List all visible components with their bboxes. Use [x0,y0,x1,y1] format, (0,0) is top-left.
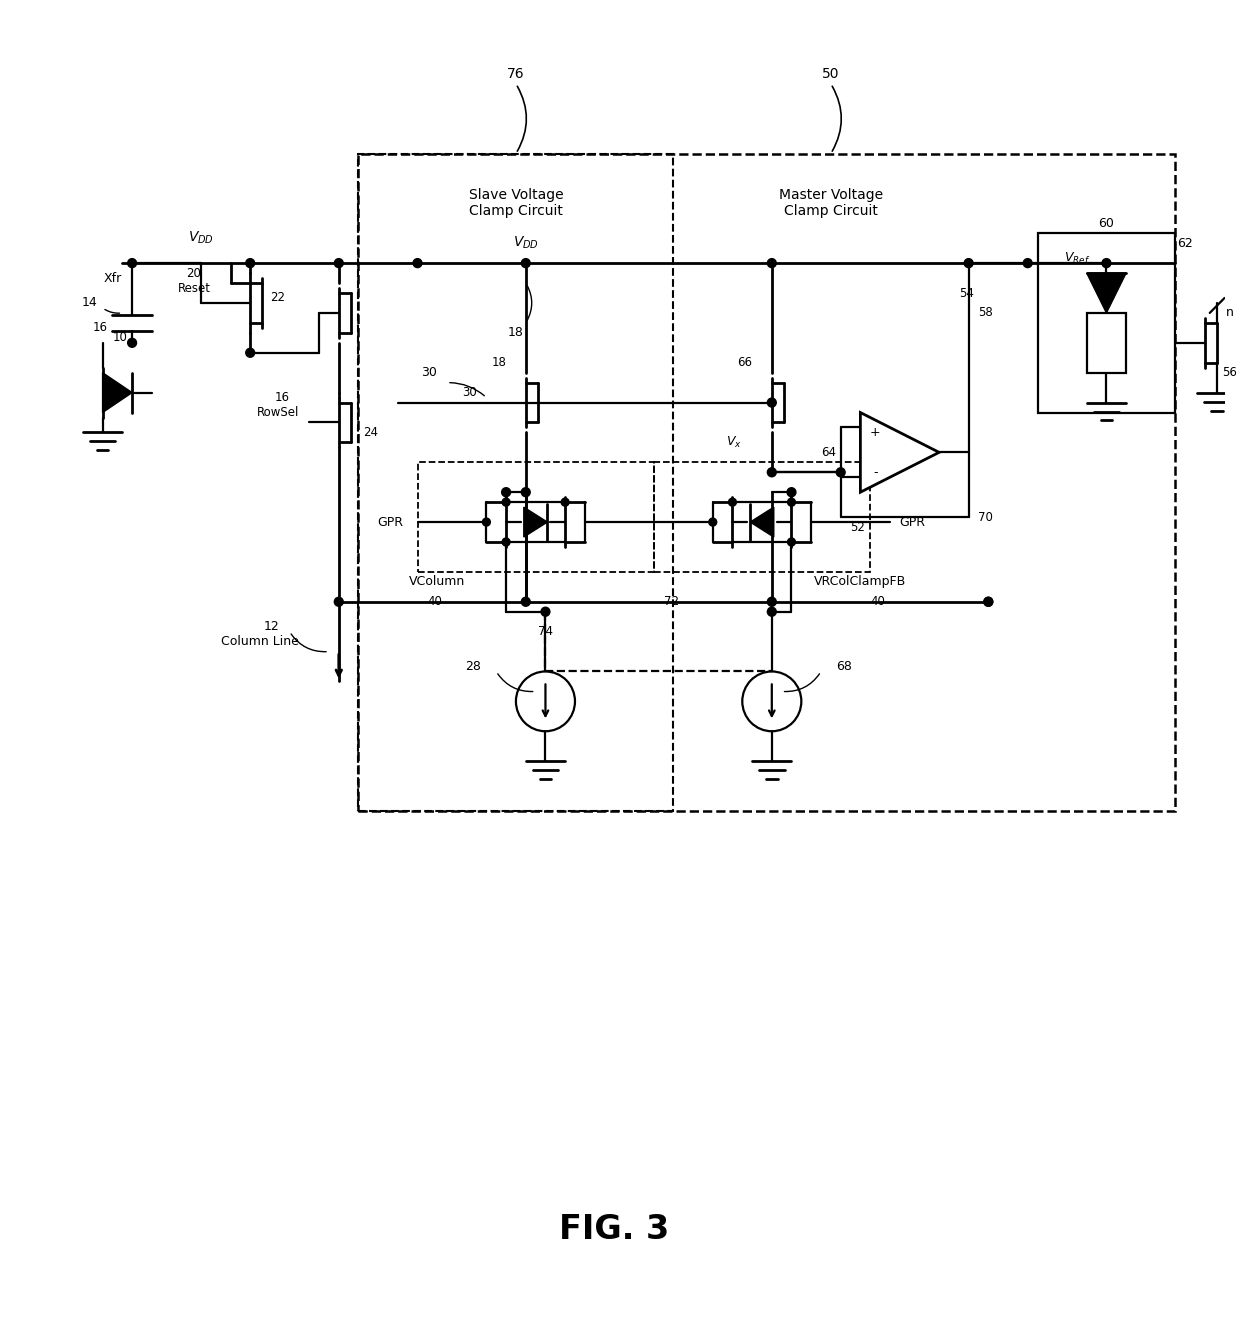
Text: 58: 58 [978,307,993,320]
Text: 10: 10 [113,332,128,344]
Polygon shape [750,507,774,537]
Text: GPR: GPR [377,516,403,529]
Polygon shape [103,373,133,412]
Polygon shape [523,507,547,537]
Text: 74: 74 [538,625,553,639]
Bar [358,153,1176,810]
Text: n: n [1225,307,1234,320]
Circle shape [562,499,569,507]
Circle shape [768,468,776,477]
Circle shape [787,488,796,497]
Text: 18: 18 [491,356,506,369]
Text: $V_{DD}$: $V_{DD}$ [188,231,215,247]
Text: 76: 76 [507,67,525,81]
Text: 70: 70 [978,511,993,524]
Circle shape [768,608,776,616]
Text: Xfr: Xfr [104,272,123,284]
Circle shape [729,499,737,507]
Text: 18: 18 [508,327,523,340]
Circle shape [246,259,254,268]
Text: 28: 28 [465,660,481,673]
Bar [1038,233,1176,412]
Text: 62: 62 [1177,237,1193,249]
Bar [653,463,870,572]
Text: VRColClampFB: VRColClampFB [815,576,906,588]
Circle shape [1023,259,1032,268]
Text: +: + [869,427,880,439]
Bar [418,463,653,572]
Circle shape [128,259,136,268]
Text: Slave Voltage
Clamp Circuit: Slave Voltage Clamp Circuit [469,188,563,219]
Circle shape [335,597,343,607]
Circle shape [502,488,511,497]
Text: $V_x$: $V_x$ [727,435,743,451]
Text: 14: 14 [82,296,98,309]
Circle shape [787,499,795,507]
Circle shape [768,597,776,607]
Circle shape [413,259,422,268]
Text: 54: 54 [959,287,973,300]
Circle shape [983,597,993,607]
Circle shape [246,348,254,357]
Text: 50: 50 [822,67,839,81]
Text: $V_{Ref}$: $V_{Ref}$ [1064,251,1090,265]
Text: VColumn: VColumn [409,576,465,588]
Circle shape [521,597,531,607]
Text: 22: 22 [270,292,285,304]
Text: 16: 16 [93,321,108,335]
Text: 40: 40 [870,596,885,608]
Circle shape [983,597,993,607]
Text: FIG. 3: FIG. 3 [559,1213,670,1246]
Bar [358,153,673,810]
Text: 72: 72 [663,596,678,608]
Circle shape [335,259,343,268]
Text: 64: 64 [821,445,836,459]
Bar [1086,313,1126,373]
Text: 24: 24 [363,427,378,439]
Circle shape [521,488,531,497]
Polygon shape [861,412,939,492]
Circle shape [502,499,510,507]
Text: GPR: GPR [900,516,926,529]
Text: 12: 12 [264,620,280,633]
Text: 66: 66 [737,356,753,369]
Text: 56: 56 [1221,367,1236,379]
Text: Reset: Reset [177,281,211,295]
Text: $V_{DD}$: $V_{DD}$ [513,235,538,252]
Text: Master Voltage
Clamp Circuit: Master Voltage Clamp Circuit [779,188,883,219]
Text: 30: 30 [461,387,476,399]
Circle shape [836,468,846,477]
Circle shape [502,539,510,547]
Circle shape [128,339,136,348]
Circle shape [482,519,490,527]
Circle shape [787,539,795,547]
Circle shape [768,259,776,268]
Text: 30: 30 [422,367,438,379]
Text: Column Line: Column Line [221,635,299,648]
Text: RowSel: RowSel [257,407,299,419]
Circle shape [1102,259,1111,268]
Text: -: - [873,465,878,479]
Text: 40: 40 [428,596,443,608]
Circle shape [768,399,776,407]
Polygon shape [1086,273,1126,313]
Text: 16: 16 [274,391,290,404]
Circle shape [521,259,531,268]
Circle shape [541,608,549,616]
Text: 68: 68 [836,660,852,673]
Circle shape [965,259,973,268]
Circle shape [709,519,717,527]
Text: 60: 60 [1099,217,1115,229]
Text: 52: 52 [851,521,866,533]
Text: 20: 20 [186,267,201,280]
